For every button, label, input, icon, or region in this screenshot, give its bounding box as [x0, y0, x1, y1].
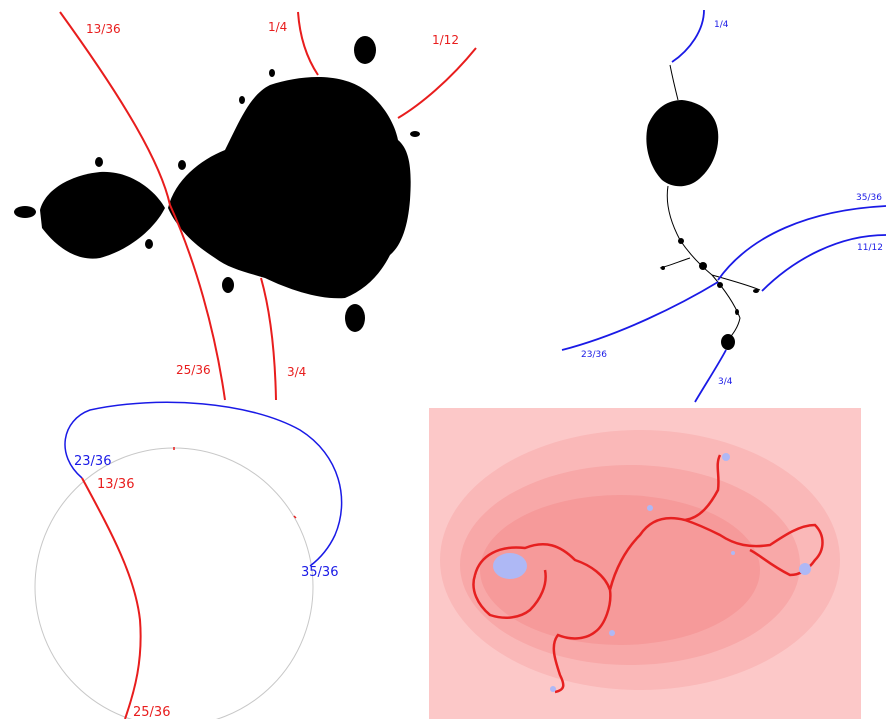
panel-top-right: 1/4 35/36 11/12 23/36 3/4: [562, 10, 886, 402]
blue-spot-right: [799, 563, 811, 575]
lower-bud: [345, 304, 365, 332]
label-25-36: 25/36: [176, 363, 211, 377]
tiny-left-blob: [14, 206, 36, 218]
red-arc: [82, 478, 141, 719]
dendrite-top: [670, 65, 678, 100]
small-bud-7: [239, 96, 245, 104]
label-blue-1-4: 1/4: [714, 20, 729, 30]
blue-spot-small: [731, 551, 735, 555]
panel-bottom-left: 23/36 13/36 35/36 25/36: [35, 402, 342, 719]
ray-3-4: [261, 278, 276, 400]
label-blue-35-36: 35/36: [856, 193, 882, 203]
blue-spot-low: [609, 630, 615, 636]
small-bud-5: [410, 131, 420, 137]
upper-bud: [354, 36, 376, 64]
label-blue-11-12: 11/12: [857, 243, 883, 253]
node-2: [699, 262, 707, 270]
label-1-12: 1/12: [432, 33, 459, 47]
node-1: [721, 334, 735, 350]
label-blue-23-36: 23/36: [581, 350, 607, 360]
node-4: [678, 238, 684, 244]
node-5: [753, 289, 759, 293]
small-bud-6: [269, 69, 275, 77]
julia-main-blob: [646, 100, 718, 186]
ray-1-4-blue: [672, 10, 704, 62]
label-circle-13-36: 13/36: [97, 477, 134, 492]
label-13-36: 13/36: [86, 22, 121, 36]
ray-23-36-blue: [562, 282, 718, 350]
unit-circle: [35, 448, 313, 719]
main-body-shape: [168, 77, 411, 298]
small-bud-4: [178, 160, 186, 170]
dendrite-side-left: [660, 258, 690, 268]
blue-spot-mid: [647, 505, 653, 511]
small-bud-3: [145, 239, 153, 249]
blue-spot-bottom: [550, 686, 556, 692]
panel-bottom-right: [429, 408, 861, 719]
label-circle-25-36: 25/36: [133, 705, 170, 719]
label-1-4: 1/4: [268, 20, 287, 34]
blue-spot-top: [722, 453, 730, 461]
blue-spot-large: [493, 553, 527, 579]
label-3-4: 3/4: [287, 365, 306, 379]
label-circle-35-36: 35/36: [301, 565, 338, 580]
label-circle-23-36: 23/36: [74, 454, 111, 469]
ray-1-12: [398, 48, 476, 118]
node-6: [661, 266, 665, 270]
panel-top-left: 13/36 1/4 1/12 25/36 3/4: [14, 12, 476, 400]
label-blue-3-4: 3/4: [718, 377, 733, 387]
ray-1-4: [298, 12, 318, 75]
small-bud-2: [95, 157, 103, 167]
ray-3-4-blue: [695, 350, 726, 402]
small-bud-1: [222, 277, 234, 293]
node-7: [735, 309, 739, 315]
